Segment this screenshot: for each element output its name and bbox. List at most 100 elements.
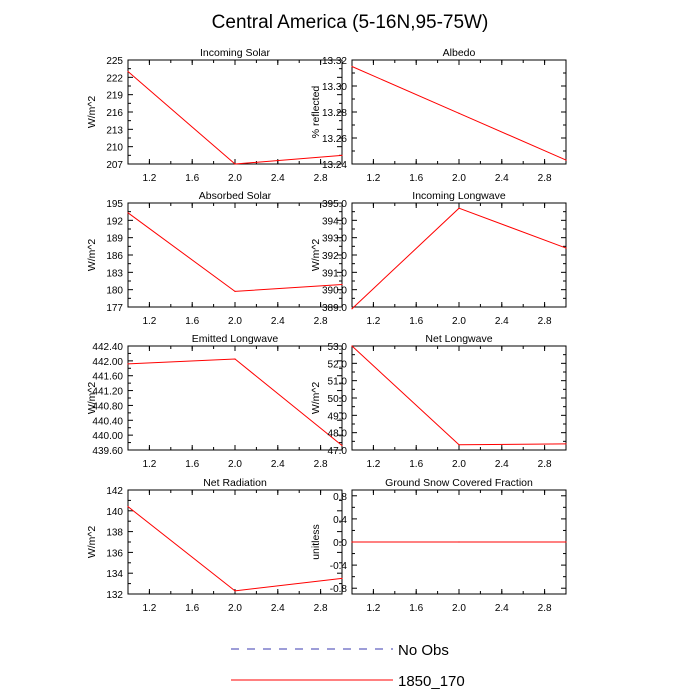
y-tick-label: 195 xyxy=(106,199,123,210)
y-tick-label: 132 xyxy=(106,590,123,601)
y-tick-label: 183 xyxy=(106,268,123,279)
data-point xyxy=(351,345,353,347)
x-tick-label: 2.4 xyxy=(271,459,285,470)
data-point xyxy=(234,290,236,292)
data-point xyxy=(341,444,343,447)
y-tick-label: 442.00 xyxy=(92,357,123,368)
x-tick-label: 1.2 xyxy=(142,173,156,184)
x-tick-label: 2.0 xyxy=(228,173,242,184)
y-tick-label: 440.00 xyxy=(92,431,123,442)
y-tick-label: 13.30 xyxy=(322,82,347,93)
y-tick-label: 13.24 xyxy=(322,160,347,171)
y-axis-label: % reflected xyxy=(310,86,322,139)
data-point xyxy=(351,541,353,543)
plot-frame xyxy=(351,59,567,165)
x-tick-label: 1.6 xyxy=(185,603,199,614)
y-tick-label: 440.40 xyxy=(92,416,123,427)
y-tick-label: 140 xyxy=(106,507,123,518)
y-tick-label: 391.0 xyxy=(322,268,347,279)
series-line-1850_170 xyxy=(351,207,567,310)
data-point xyxy=(341,577,343,580)
y-tick-label: 222 xyxy=(106,73,123,84)
y-tick-label: 134 xyxy=(106,569,123,580)
data-point xyxy=(565,247,567,249)
y-tick-label: 52.0 xyxy=(328,359,348,370)
x-tick-label: 1.6 xyxy=(409,459,423,470)
x-tick-label: 2.8 xyxy=(538,459,552,470)
y-tick-label: 13.32 xyxy=(322,56,347,67)
y-axis-label: W/m^2 xyxy=(310,239,322,272)
y-tick-label: 0.0 xyxy=(333,538,347,549)
panels-group: Incoming Solar W/m^2 1.2 1.6 2.0 2.4 2.8 207 210… xyxy=(86,47,567,614)
y-tick-label: 177 xyxy=(106,303,123,314)
y-tick-label: 210 xyxy=(106,143,123,154)
x-tick-label: 1.6 xyxy=(185,173,199,184)
y-tick-label: -0.4 xyxy=(330,561,348,572)
y-tick-label: 392.0 xyxy=(322,251,347,262)
panel-title: Incoming Solar xyxy=(200,47,271,59)
y-tick-label: 440.80 xyxy=(92,401,123,412)
y-tick-label: 439.60 xyxy=(92,446,123,457)
plot-frame xyxy=(351,202,567,308)
y-tick-label: 49.0 xyxy=(328,411,348,422)
y-axis-label: W/m^2 xyxy=(86,96,98,129)
panel-title: Absorbed Solar xyxy=(199,190,272,202)
x-tick-label: 1.2 xyxy=(366,316,380,327)
x-tick-label: 1.2 xyxy=(142,459,156,470)
y-tick-label: 0.4 xyxy=(333,515,347,526)
y-tick-label: 393.0 xyxy=(322,234,347,245)
legend: No Obs 1850_170 xyxy=(231,642,465,690)
y-tick-label: 47.0 xyxy=(328,446,348,457)
y-tick-label: 189 xyxy=(106,234,123,245)
x-tick-label: 2.0 xyxy=(228,603,242,614)
panel-title: Net Longwave xyxy=(425,333,492,345)
x-tick-label: 2.0 xyxy=(228,316,242,327)
data-point xyxy=(234,163,236,165)
data-point xyxy=(127,70,129,73)
x-tick-label: 2.4 xyxy=(495,459,509,470)
panel-title: Emitted Longwave xyxy=(192,333,279,345)
data-point xyxy=(127,506,129,508)
x-tick-label: 1.6 xyxy=(409,316,423,327)
data-point xyxy=(127,363,129,365)
data-point xyxy=(565,159,567,161)
panel-net-radiation: Net Radiation W/m^2 1.2 1.6 2.0 2.4 2.8 132 134 1… xyxy=(86,477,343,614)
x-tick-label: 1.2 xyxy=(366,603,380,614)
data-point xyxy=(565,541,567,543)
plot-frame xyxy=(351,345,567,451)
x-tick-label: 1.2 xyxy=(142,316,156,327)
y-axis-label: W/m^2 xyxy=(86,382,98,415)
y-tick-label: 219 xyxy=(106,91,123,102)
y-tick-label: 192 xyxy=(106,216,123,227)
x-tick-label: 2.4 xyxy=(271,173,285,184)
x-tick-label: 2.4 xyxy=(271,603,285,614)
x-tick-label: 2.8 xyxy=(538,316,552,327)
series-line-1850_170 xyxy=(351,345,567,446)
y-axis-label: W/m^2 xyxy=(86,239,98,272)
panel-title: Albedo xyxy=(443,47,476,59)
data-point xyxy=(234,358,236,360)
data-point xyxy=(458,541,460,543)
data-point xyxy=(458,444,460,446)
y-tick-label: 207 xyxy=(106,160,123,171)
x-tick-label: 2.8 xyxy=(314,603,328,614)
data-point xyxy=(565,443,567,445)
y-tick-label: 50.0 xyxy=(328,394,348,405)
panel-incoming-solar: Incoming Solar W/m^2 1.2 1.6 2.0 2.4 2.8 207 210… xyxy=(86,47,343,184)
x-tick-label: 1.6 xyxy=(409,173,423,184)
data-point xyxy=(234,590,236,592)
figure-title: Central America (5-16N,95-75W) xyxy=(212,12,489,33)
panel-title: Net Radiation xyxy=(203,477,267,489)
data-point xyxy=(458,112,460,114)
y-tick-label: 225 xyxy=(106,56,123,67)
y-tick-label: 394.0 xyxy=(322,216,347,227)
legend-label-2: 1850_170 xyxy=(398,673,465,690)
y-axis-label: W/m^2 xyxy=(310,382,322,415)
y-tick-label: 142 xyxy=(106,486,123,497)
x-tick-label: 1.6 xyxy=(185,316,199,327)
y-axis-label: W/m^2 xyxy=(86,526,98,559)
y-tick-label: 389.0 xyxy=(322,303,347,314)
panel-absorbed-solar: Absorbed Solar W/m^2 1.2 1.6 2.0 2.4 2.8 177 180… xyxy=(86,190,343,327)
y-tick-label: 395.0 xyxy=(322,199,347,210)
